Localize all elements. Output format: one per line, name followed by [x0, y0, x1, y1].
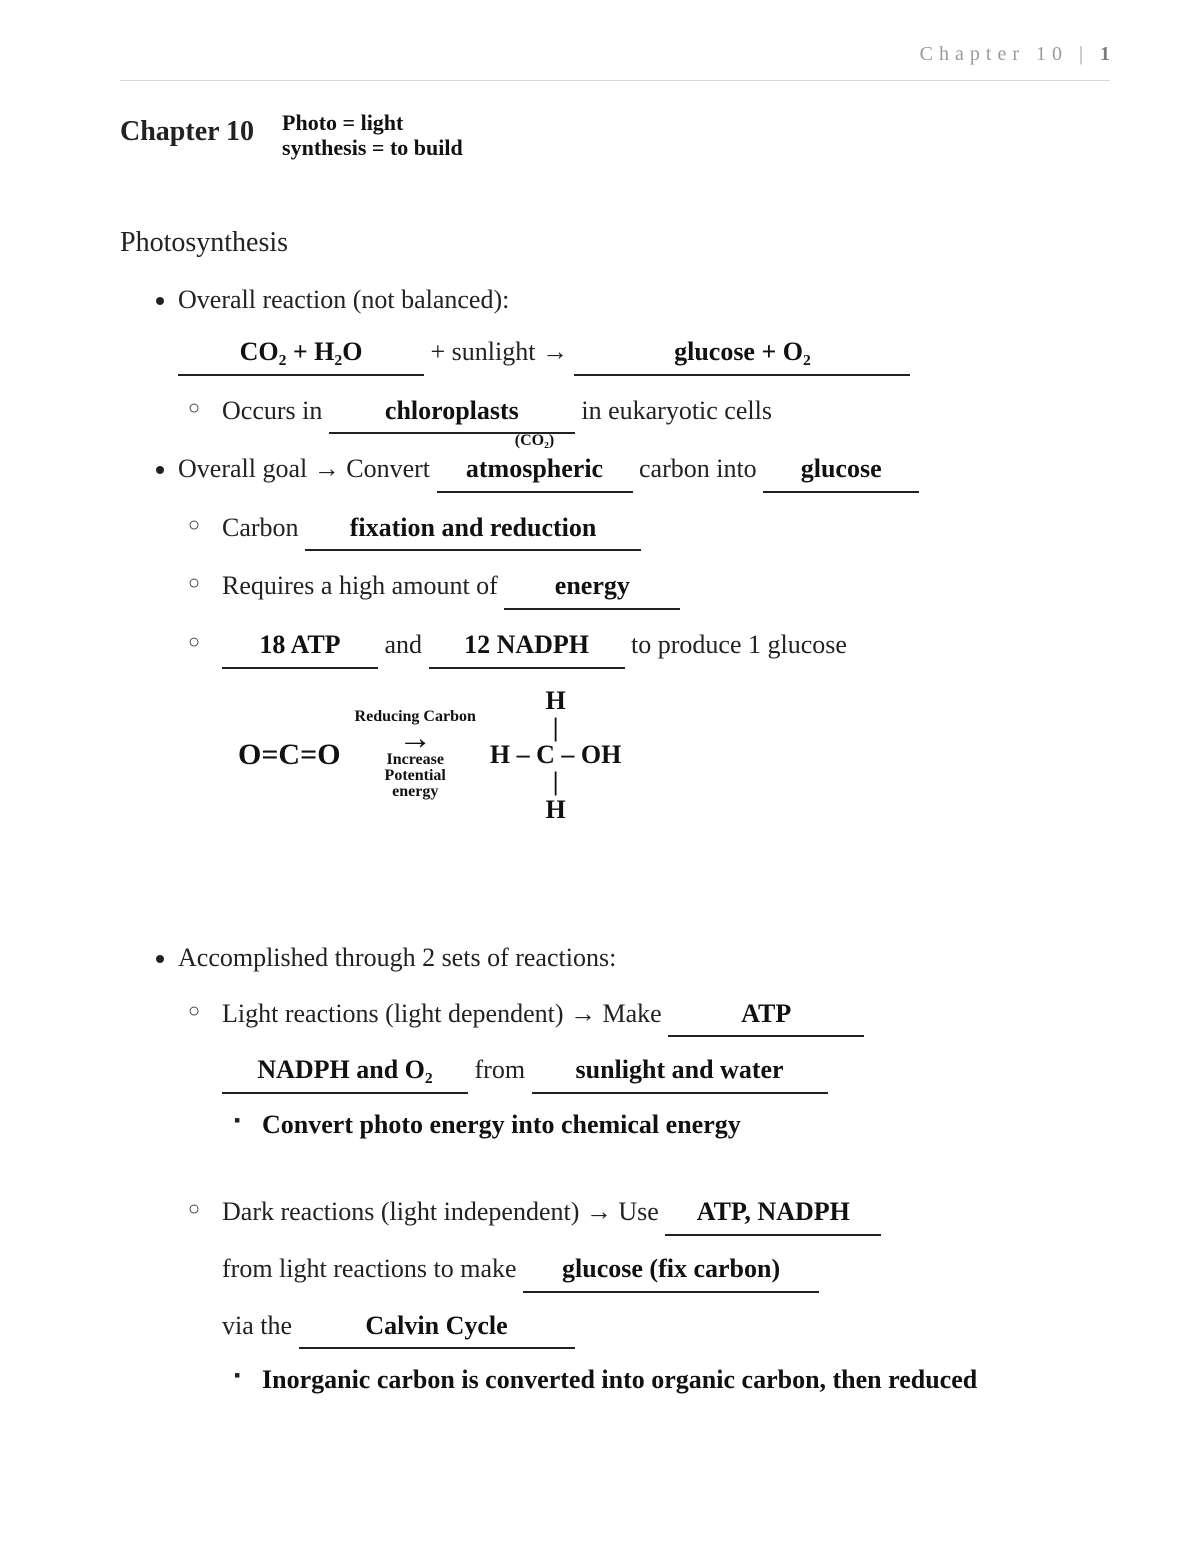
- occurs-post: in eukaryotic cells: [581, 396, 772, 425]
- diagram-co2: O=C=O: [238, 731, 341, 779]
- sub-light-reactions: Light reactions (light dependent) → Make…: [222, 993, 1110, 1146]
- sub-atp-nadph: 18 ATP and 12 NADPH to produce 1 glucose: [222, 624, 1110, 669]
- diagram-arrow-b1: Increase: [386, 752, 443, 768]
- bullet-overall-reaction: Overall reaction (not balanced): CO₂ + H…: [178, 279, 1110, 434]
- fill-nadph-o2: NADPH and O₂: [222, 1049, 468, 1094]
- fill-sunlight-water: sunlight and water: [532, 1049, 828, 1094]
- fill-18atp: 18 ATP: [222, 624, 378, 669]
- chapter-title: Chapter 10: [120, 110, 254, 155]
- running-header: Chapter 10 | 1: [120, 38, 1110, 81]
- diagram-arrow-b3: energy: [392, 784, 438, 800]
- chapter-annotation: Photo = light synthesis = to build: [282, 110, 463, 161]
- diagram-bond-top: |: [553, 714, 559, 741]
- bullet-overall-goal: Overall goal → Convert (CO₂) atmospheric…: [178, 448, 1110, 823]
- bottom-bullet-list: Accomplished through 2 sets of reactions…: [120, 937, 1110, 1401]
- goal-pre: Overall goal → Convert: [178, 454, 437, 483]
- chapter-heading-row: Chapter 10 Photo = light synthesis = to …: [120, 110, 1110, 161]
- fill-light-atp: ATP: [668, 993, 864, 1038]
- page: Chapter 10 | 1 Chapter 10 Photo = light …: [0, 0, 1200, 1553]
- diagram-h-bot: H: [546, 796, 566, 823]
- bullet-two-reactions: Accomplished through 2 sets of reactions…: [178, 937, 1110, 1401]
- light-pre: Light reactions (light dependent) → Make: [222, 999, 668, 1028]
- diagram-arrow-b2: Potential: [385, 768, 446, 784]
- top-bullet-list: Overall reaction (not balanced): CO₂ + H…: [120, 279, 1110, 823]
- diagram-h-top: H: [546, 687, 566, 714]
- fill-fixation: fixation and reduction: [305, 507, 641, 552]
- chapter-annotation-line2: synthesis = to build: [282, 135, 463, 160]
- fill-dark-atp-nadph: ATP, NADPH: [665, 1191, 881, 1236]
- diagram-product: H | H – C – OH | H: [490, 687, 621, 823]
- equation-mid: + sunlight →: [431, 337, 575, 366]
- running-header-text: Chapter 10 |: [920, 43, 1089, 65]
- sub-carbon-fixation: Carbon fixation and reduction: [222, 507, 1110, 552]
- two-reactions-label: Accomplished through 2 sets of reactions…: [178, 943, 616, 972]
- occurs-pre: Occurs in: [222, 396, 329, 425]
- diagram-bond-bot: |: [553, 768, 559, 795]
- fill-glucose: glucose: [763, 448, 919, 493]
- dark-note: Inorganic carbon is converted into organ…: [262, 1359, 1110, 1401]
- dark-pre: Dark reactions (light independent) → Use: [222, 1197, 665, 1226]
- overall-reaction-label: Overall reaction (not balanced):: [178, 285, 509, 314]
- diagram-arrow-stack: Reducing Carbon → Increase Potential ene…: [355, 709, 476, 800]
- fill-products: glucose + O₂: [574, 331, 910, 376]
- sub-occurs-in: Occurs in chloroplasts in eukaryotic cel…: [222, 390, 1110, 435]
- goal-co2-note: (CO₂): [437, 428, 633, 454]
- goal-mid: carbon into: [639, 454, 763, 483]
- light-note: Convert photo energy into chemical energ…: [262, 1104, 1110, 1146]
- fill-reactants: CO₂ + H₂O: [178, 331, 424, 376]
- fill-12nadph: 12 NADPH: [429, 624, 625, 669]
- diagram-center: H – C – OH: [490, 741, 621, 768]
- chapter-annotation-line1: Photo = light: [282, 110, 463, 135]
- sub-requires-energy: Requires a high amount of energy: [222, 565, 1110, 610]
- fill-calvin-cycle: Calvin Cycle: [299, 1305, 575, 1350]
- fill-glucose-fix: glucose (fix carbon): [523, 1248, 819, 1293]
- dark-line3-pre: via the: [222, 1311, 299, 1340]
- fill-atmospheric: atmospheric: [437, 448, 633, 493]
- atp-mid: and: [385, 630, 429, 659]
- carbon-pre: Carbon: [222, 513, 305, 542]
- diagram-arrow: →: [398, 725, 432, 752]
- requires-pre: Requires a high amount of: [222, 571, 504, 600]
- fill-energy: energy: [504, 565, 680, 610]
- light-from: from: [475, 1055, 532, 1084]
- carbon-reduction-diagram: O=C=O Reducing Carbon → Increase Potenti…: [238, 687, 1110, 823]
- dark-line2-pre: from light reactions to make: [222, 1254, 523, 1283]
- atp-post: to produce 1 glucose: [631, 630, 847, 659]
- sub-dark-reactions: Dark reactions (light independent) → Use…: [222, 1191, 1110, 1400]
- running-header-page: 1: [1100, 43, 1110, 65]
- section-title: Photosynthesis: [120, 221, 1110, 266]
